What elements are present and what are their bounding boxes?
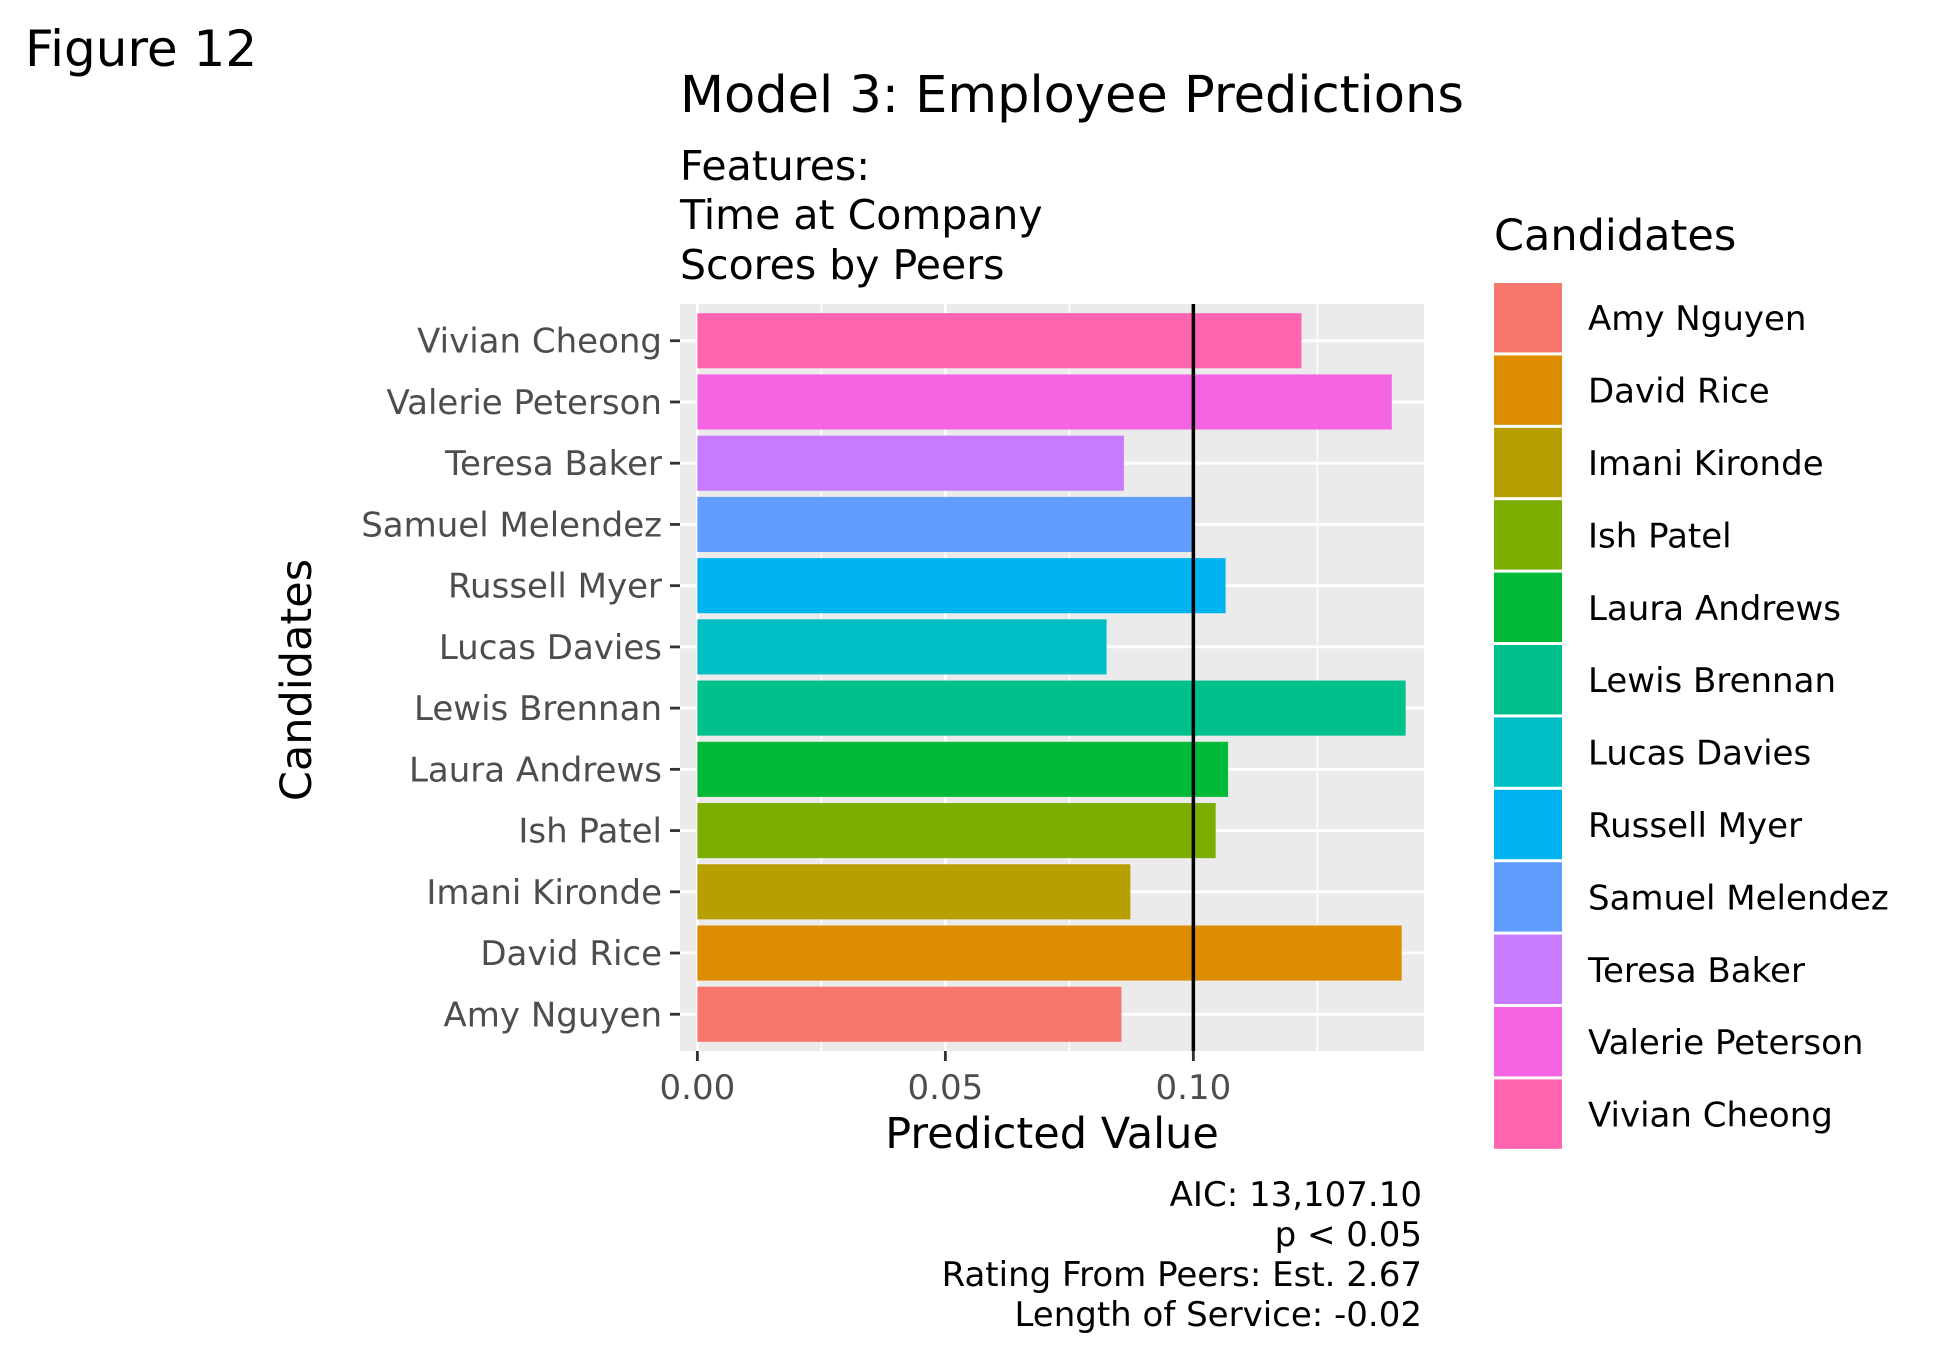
- legend-label: Valerie Peterson: [1588, 1023, 1863, 1063]
- bar: [697, 374, 1392, 430]
- caption: AIC: 13,107.10 p < 0.05 Rating From Peer…: [942, 1175, 1422, 1335]
- legend: Candidates Amy Nguyen David Rice Imani Kir…: [1494, 211, 1889, 1149]
- y-tick-label: Samuel Melendez: [361, 505, 662, 545]
- y-tick-label: David Rice: [480, 934, 662, 974]
- legend-title: Candidates: [1494, 211, 1736, 261]
- bars: [697, 313, 1406, 1042]
- legend-key: [1494, 1079, 1562, 1149]
- y-tick-label: Lewis Brennan: [414, 689, 662, 729]
- y-tick-label: Vivian Cheong: [417, 322, 662, 362]
- legend-key: [1494, 500, 1562, 570]
- chart-subtitle-line: Time at Company: [679, 191, 1043, 239]
- chart-title: Model 3: Employee Predictions: [680, 66, 1464, 125]
- legend-key: [1494, 1007, 1562, 1077]
- legend-label: Ish Patel: [1588, 516, 1732, 556]
- bar: [697, 864, 1131, 920]
- legend-label: Imani Kironde: [1588, 444, 1824, 484]
- x-tick-label: 0.05: [908, 1068, 984, 1108]
- caption-line: Rating From Peers: Est. 2.67: [942, 1255, 1422, 1295]
- legend-key: [1494, 717, 1562, 787]
- legend-key: [1494, 427, 1562, 498]
- legend-label: Laura Andrews: [1588, 589, 1841, 629]
- y-axis-title: Candidates: [272, 559, 322, 801]
- legend-key: [1494, 355, 1562, 425]
- y-tick-label: Lucas Davies: [439, 628, 662, 668]
- bar: [697, 619, 1107, 675]
- bar: [697, 803, 1216, 859]
- x-tick-label: 0.00: [660, 1068, 736, 1108]
- legend-key: [1494, 789, 1562, 860]
- legend-label: Lewis Brennan: [1588, 661, 1836, 701]
- caption-line: AIC: 13,107.10: [1170, 1175, 1422, 1215]
- legend-label: David Rice: [1588, 372, 1770, 412]
- bar: [697, 313, 1302, 369]
- legend-key: [1494, 862, 1562, 932]
- x-axis: 0.00 0.05 0.10: [660, 1051, 1232, 1108]
- legend-label: Samuel Melendez: [1588, 878, 1889, 918]
- chart-subtitle-line: Scores by Peers: [680, 241, 1004, 289]
- y-tick-label: Amy Nguyen: [444, 995, 662, 1035]
- bar: [697, 558, 1226, 614]
- bar: [697, 435, 1124, 491]
- legend-label: Teresa Baker: [1587, 951, 1805, 991]
- legend-key: [1494, 645, 1562, 715]
- y-tick-label: Valerie Peterson: [387, 383, 662, 423]
- y-tick-label: Ish Patel: [518, 812, 662, 852]
- caption-line: p < 0.05: [1275, 1215, 1422, 1255]
- y-tick-label: Laura Andrews: [409, 750, 662, 790]
- legend-key: [1494, 283, 1562, 353]
- bar: [697, 925, 1402, 981]
- y-tick-label: Imani Kironde: [426, 873, 662, 913]
- legend-key: [1494, 572, 1562, 642]
- legend-label: Amy Nguyen: [1588, 299, 1806, 339]
- legend-label: Lucas Davies: [1588, 734, 1811, 774]
- x-tick-label: 0.10: [1156, 1068, 1232, 1108]
- legend-label: Vivian Cheong: [1588, 1096, 1833, 1136]
- y-tick-label: Teresa Baker: [444, 444, 662, 484]
- legend-key: [1494, 934, 1562, 1004]
- figure-label: Figure 12: [25, 20, 257, 78]
- chart-subtitle-line: Features:: [680, 142, 870, 190]
- bar: [697, 986, 1122, 1042]
- bar: [697, 741, 1229, 797]
- bar: [697, 680, 1406, 736]
- y-axis: Amy Nguyen David Rice Imani Kironde Ish Pat…: [361, 322, 680, 1035]
- caption-line: Length of Service: -0.02: [1014, 1295, 1422, 1335]
- x-axis-title: Predicted Value: [885, 1109, 1219, 1159]
- y-tick-label: Russell Myer: [448, 567, 662, 607]
- bar: [697, 496, 1195, 552]
- legend-label: Russell Myer: [1588, 806, 1802, 846]
